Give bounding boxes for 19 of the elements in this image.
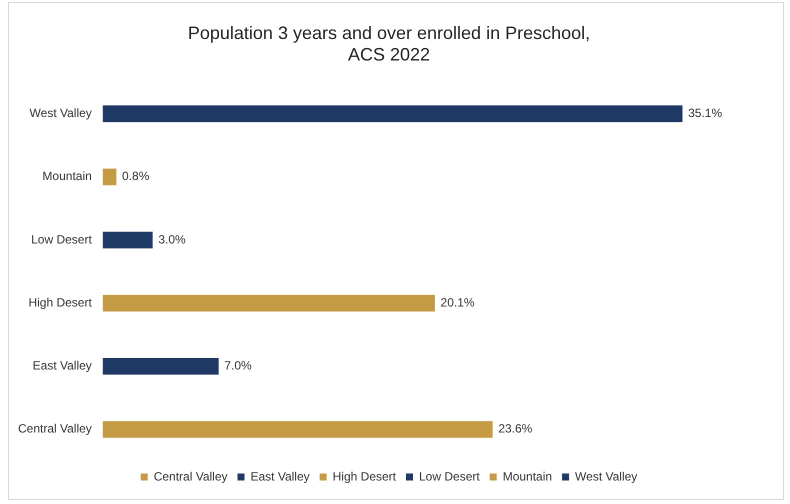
legend-label: Mountain: [502, 469, 552, 484]
data-label: 23.6%: [498, 422, 533, 436]
y-tick-label: West Valley: [30, 106, 92, 120]
legend-label: High Desert: [332, 469, 397, 484]
data-label: 35.1%: [688, 106, 722, 120]
y-tick-label: Low Desert: [31, 232, 92, 246]
legend-label: East Valley: [250, 469, 310, 484]
data-label: 7.0%: [224, 358, 252, 373]
y-tick-label: East Valley: [32, 358, 92, 373]
y-tick-label: High Desert: [28, 295, 92, 310]
y-tick-label: Central Valley: [18, 422, 92, 436]
data-label: 20.1%: [440, 295, 475, 310]
y-tick-label: Mountain: [42, 169, 92, 184]
legend-label: Low Desert: [419, 469, 480, 484]
chart-title: Population 3 years and over enrolled in Preschool, ACS 2022: [188, 22, 590, 64]
data-label: 0.8%: [122, 169, 150, 184]
data-label: 3.0%: [158, 232, 186, 246]
legend-label: Central Valley: [154, 469, 228, 484]
legend-label: West Valley: [575, 469, 638, 484]
